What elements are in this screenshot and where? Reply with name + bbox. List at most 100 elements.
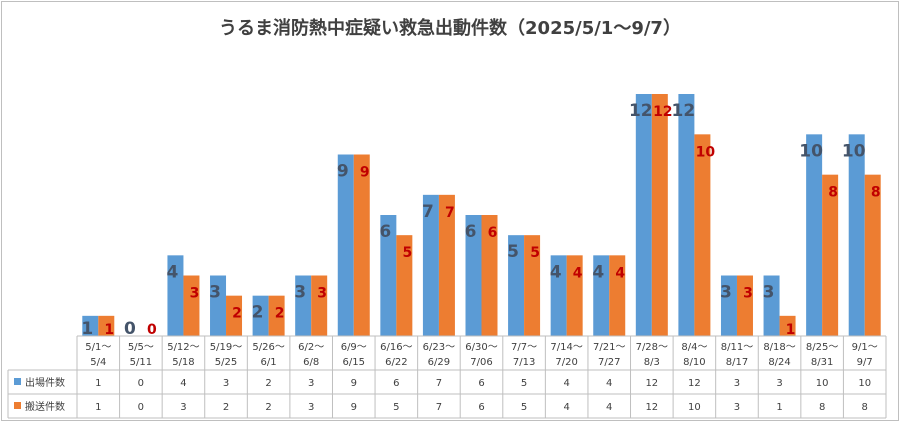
category-label-9-0: 6/30～ <box>465 342 497 353</box>
category-label-6-0: 6/9～ <box>341 342 367 353</box>
data-label-dispatch-17: 10 <box>799 141 823 161</box>
category-label-12-0: 7/21～ <box>593 342 625 353</box>
category-label-16-0: 8/18～ <box>763 342 795 353</box>
category-label-3-0: 5/19～ <box>210 342 242 353</box>
bar-dispatch-9 <box>465 215 482 336</box>
table-value-1-0: 1 <box>95 402 101 413</box>
table-value-0-6: 9 <box>351 378 357 389</box>
data-label-dispatch-9: 6 <box>465 222 477 242</box>
table-value-0-10: 5 <box>521 378 527 389</box>
data-label-transport-17: 8 <box>828 185 838 201</box>
table-value-1-1: 0 <box>138 402 144 413</box>
table-value-1-3: 2 <box>223 402 229 413</box>
table-value-1-18: 8 <box>862 402 868 413</box>
bar-transport-12 <box>609 255 626 336</box>
bar-transport-16 <box>779 315 796 336</box>
table-value-0-14: 12 <box>688 378 701 389</box>
category-label-7-0: 6/16～ <box>380 342 412 353</box>
table-value-0-1: 0 <box>138 378 144 389</box>
table-value-0-9: 6 <box>478 378 484 389</box>
bar-transport-2 <box>183 275 200 336</box>
table-value-0-17: 10 <box>816 378 829 389</box>
bar-transport-17 <box>822 174 839 336</box>
category-label-17-0: 8/25～ <box>806 342 838 353</box>
data-label-transport-15: 3 <box>743 286 753 302</box>
data-label-dispatch-11: 4 <box>550 262 562 282</box>
table-value-1-13: 12 <box>645 402 658 413</box>
category-label-16-1: 8/24 <box>768 357 790 368</box>
data-label-dispatch-0: 1 <box>81 319 93 339</box>
category-label-8-1: 6/29 <box>428 357 450 368</box>
data-label-dispatch-18: 10 <box>842 141 866 161</box>
bar-transport-0 <box>98 315 115 336</box>
bar-dispatch-14 <box>678 94 695 336</box>
category-label-10-1: 7/13 <box>513 357 535 368</box>
bar-transport-7 <box>396 235 413 336</box>
category-label-4-0: 5/26～ <box>252 342 284 353</box>
bar-dispatch-8 <box>422 194 439 336</box>
bar-transport-13 <box>651 94 668 336</box>
data-label-dispatch-7: 6 <box>379 222 391 242</box>
category-label-5-1: 6/8 <box>303 357 319 368</box>
table-value-1-17: 8 <box>819 402 825 413</box>
data-label-transport-14: 10 <box>696 144 716 160</box>
data-label-transport-16: 1 <box>786 322 796 338</box>
table-value-0-15: 3 <box>734 378 740 389</box>
category-label-6-1: 6/15 <box>343 357 365 368</box>
table-value-0-12: 4 <box>606 378 612 389</box>
data-label-transport-18: 8 <box>871 185 881 201</box>
data-label-dispatch-3: 3 <box>209 283 221 303</box>
table-value-1-5: 3 <box>308 402 314 413</box>
table-value-1-10: 5 <box>521 402 527 413</box>
bar-transport-18 <box>864 174 881 336</box>
bar-transport-15 <box>736 275 753 336</box>
bar-dispatch-17 <box>806 134 823 336</box>
category-label-13-1: 8/3 <box>644 357 660 368</box>
data-label-transport-12: 4 <box>615 265 625 281</box>
category-label-1-0: 5/5～ <box>128 342 154 353</box>
table-value-1-15: 3 <box>734 402 740 413</box>
bar-dispatch-5 <box>295 275 312 336</box>
data-label-transport-11: 4 <box>573 265 583 281</box>
category-label-18-0: 9/1～ <box>852 342 878 353</box>
category-label-1-1: 5/11 <box>130 357 152 368</box>
data-label-transport-3: 2 <box>232 306 242 322</box>
bar-transport-6 <box>353 154 370 336</box>
category-label-3-1: 5/25 <box>215 357 237 368</box>
category-label-4-1: 6/1 <box>261 357 277 368</box>
data-label-dispatch-8: 7 <box>422 202 434 222</box>
table-value-1-2: 3 <box>180 402 186 413</box>
data-label-dispatch-1: 0 <box>124 319 136 339</box>
data-label-dispatch-2: 4 <box>167 262 179 282</box>
table-value-0-7: 6 <box>393 378 399 389</box>
data-label-dispatch-5: 3 <box>294 283 306 303</box>
table-value-0-5: 3 <box>308 378 314 389</box>
data-label-transport-13: 12 <box>653 104 672 120</box>
category-label-0-1: 5/4 <box>90 357 106 368</box>
category-label-11-0: 7/14～ <box>550 342 582 353</box>
bar-dispatch-18 <box>848 134 865 336</box>
bar-dispatch-7 <box>380 215 397 336</box>
legend-label-0: 出場件数 <box>25 376 65 389</box>
bar-transport-4 <box>268 295 285 336</box>
bar-dispatch-13 <box>635 94 652 336</box>
bar-transport-9 <box>481 215 498 336</box>
data-label-dispatch-4: 2 <box>252 303 264 323</box>
bar-transport-10 <box>524 235 541 336</box>
data-label-dispatch-13: 12 <box>629 101 653 121</box>
table-value-1-12: 4 <box>606 402 612 413</box>
category-label-14-1: 8/10 <box>683 357 705 368</box>
table-value-0-16: 3 <box>776 378 782 389</box>
category-label-17-1: 8/31 <box>811 357 833 368</box>
data-label-transport-5: 3 <box>317 286 327 302</box>
data-label-transport-2: 3 <box>190 286 200 302</box>
category-label-10-0: 7/7～ <box>511 342 537 353</box>
legend-key-1 <box>14 402 21 409</box>
data-label-transport-0: 1 <box>104 322 114 338</box>
table-value-1-9: 6 <box>478 402 484 413</box>
legend-label-1: 搬送件数 <box>25 400 65 413</box>
table-value-0-18: 10 <box>858 378 871 389</box>
bar-dispatch-6 <box>337 154 354 336</box>
data-label-dispatch-10: 5 <box>507 242 519 262</box>
category-label-15-0: 8/11～ <box>721 342 753 353</box>
